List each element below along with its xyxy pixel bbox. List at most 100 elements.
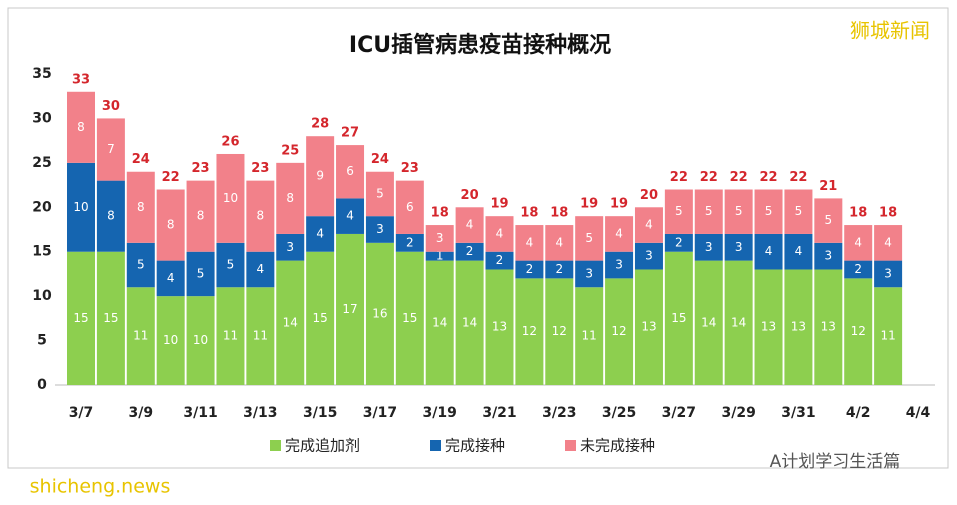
total-label: 21 bbox=[819, 179, 837, 194]
x-tick-label: 3/17 bbox=[363, 405, 397, 421]
segment-label: 16 bbox=[372, 306, 387, 320]
bar-segment bbox=[694, 189, 723, 234]
bar-segment bbox=[455, 207, 484, 243]
total-label: 24 bbox=[371, 152, 389, 167]
segment-label: 8 bbox=[137, 200, 145, 214]
bar-segment bbox=[724, 233, 753, 261]
bar-segment bbox=[724, 189, 753, 234]
segment-label: 10 bbox=[193, 333, 208, 347]
total-label: 28 bbox=[311, 117, 329, 132]
total-label: 23 bbox=[251, 161, 269, 176]
segment-label: 3 bbox=[645, 249, 653, 263]
bar-segment bbox=[664, 251, 693, 385]
total-label: 30 bbox=[102, 99, 120, 114]
x-tick-label: 3/25 bbox=[602, 405, 636, 421]
total-label: 20 bbox=[461, 188, 479, 203]
y-tick-label: 25 bbox=[32, 155, 51, 171]
bar-segment bbox=[814, 198, 843, 243]
segment-label: 3 bbox=[884, 266, 892, 280]
bar-segment bbox=[246, 287, 275, 385]
segment-label: 13 bbox=[492, 320, 507, 334]
bar-segment bbox=[365, 242, 394, 385]
total-label: 22 bbox=[700, 170, 718, 185]
segment-label: 3 bbox=[705, 240, 713, 254]
segment-label: 8 bbox=[257, 209, 265, 223]
bar-segment bbox=[336, 233, 365, 385]
total-label: 23 bbox=[401, 161, 419, 176]
bar-segment bbox=[67, 91, 95, 163]
bar-segment bbox=[485, 251, 514, 270]
x-tick-label: 3/7 bbox=[69, 405, 94, 421]
segment-label: 15 bbox=[402, 311, 417, 325]
bar-segment bbox=[605, 251, 634, 279]
segment-label: 8 bbox=[107, 209, 115, 223]
bar-segment bbox=[96, 251, 125, 385]
segment-label: 5 bbox=[137, 258, 145, 272]
segment-label: 5 bbox=[795, 204, 803, 218]
segment-label: 3 bbox=[376, 222, 384, 236]
bar-segment bbox=[67, 162, 95, 252]
segment-label: 4 bbox=[795, 244, 803, 258]
segment-label: 4 bbox=[257, 262, 265, 276]
bar-segment bbox=[216, 242, 245, 288]
bar-segment bbox=[784, 189, 813, 234]
segment-label: 4 bbox=[466, 218, 474, 232]
legend-swatch bbox=[430, 440, 441, 451]
watermark: shicheng.news bbox=[30, 476, 171, 498]
bar-segment bbox=[276, 233, 305, 261]
total-label: 18 bbox=[550, 206, 568, 221]
segment-label: 3 bbox=[615, 258, 623, 272]
segment-label: 17 bbox=[342, 302, 357, 316]
segment-label: 6 bbox=[406, 200, 414, 214]
segment-label: 9 bbox=[316, 169, 324, 183]
bar-segment bbox=[216, 153, 245, 243]
segment-label: 2 bbox=[466, 244, 474, 258]
segment-label: 2 bbox=[496, 253, 504, 267]
watermark: A计划学习生活篇 bbox=[770, 452, 901, 472]
segment-label: 10 bbox=[223, 191, 238, 205]
x-tick-label: 3/23 bbox=[542, 405, 576, 421]
bar-segment bbox=[67, 251, 95, 385]
segment-label: 13 bbox=[761, 320, 776, 334]
segment-label: 15 bbox=[73, 311, 88, 325]
bar-segment bbox=[425, 260, 454, 385]
bar-segment bbox=[634, 269, 663, 385]
x-tick-label: 3/13 bbox=[243, 405, 277, 421]
bar-segment bbox=[874, 260, 903, 288]
total-label: 26 bbox=[221, 134, 239, 149]
bar-segment bbox=[844, 278, 873, 385]
bar-segment bbox=[515, 278, 544, 385]
bar-segment bbox=[216, 287, 245, 385]
bar-segment bbox=[634, 207, 663, 243]
segment-label: 4 bbox=[555, 235, 563, 249]
bar-segment bbox=[724, 260, 753, 385]
segment-label: 12 bbox=[552, 324, 567, 338]
total-label: 24 bbox=[132, 152, 150, 167]
bar-segment bbox=[874, 225, 903, 261]
segment-label: 15 bbox=[313, 311, 328, 325]
segment-label: 10 bbox=[73, 200, 88, 214]
segment-label: 2 bbox=[406, 235, 414, 249]
bar-segment bbox=[754, 269, 783, 385]
segment-label: 3 bbox=[286, 240, 294, 254]
legend-label: 未完成接种 bbox=[580, 437, 655, 455]
bar-segment bbox=[844, 225, 873, 261]
bar-segment bbox=[575, 216, 604, 261]
bar-segment bbox=[664, 189, 693, 234]
segment-label: 8 bbox=[167, 218, 175, 232]
y-tick-label: 20 bbox=[32, 199, 52, 215]
bar-segment bbox=[186, 180, 215, 252]
bar-segment bbox=[844, 260, 873, 279]
bar-segment bbox=[784, 269, 813, 385]
total-label: 19 bbox=[580, 197, 598, 212]
segment-label: 5 bbox=[376, 186, 384, 200]
bar-segment bbox=[186, 296, 215, 385]
segment-label: 5 bbox=[825, 213, 833, 227]
bar-segment bbox=[485, 216, 514, 252]
bar-segment bbox=[545, 225, 574, 261]
segment-label: 11 bbox=[253, 329, 268, 343]
bar-segment bbox=[694, 260, 723, 385]
bar-segment bbox=[96, 118, 125, 181]
bar-segment bbox=[156, 189, 185, 261]
total-label: 22 bbox=[162, 170, 180, 185]
